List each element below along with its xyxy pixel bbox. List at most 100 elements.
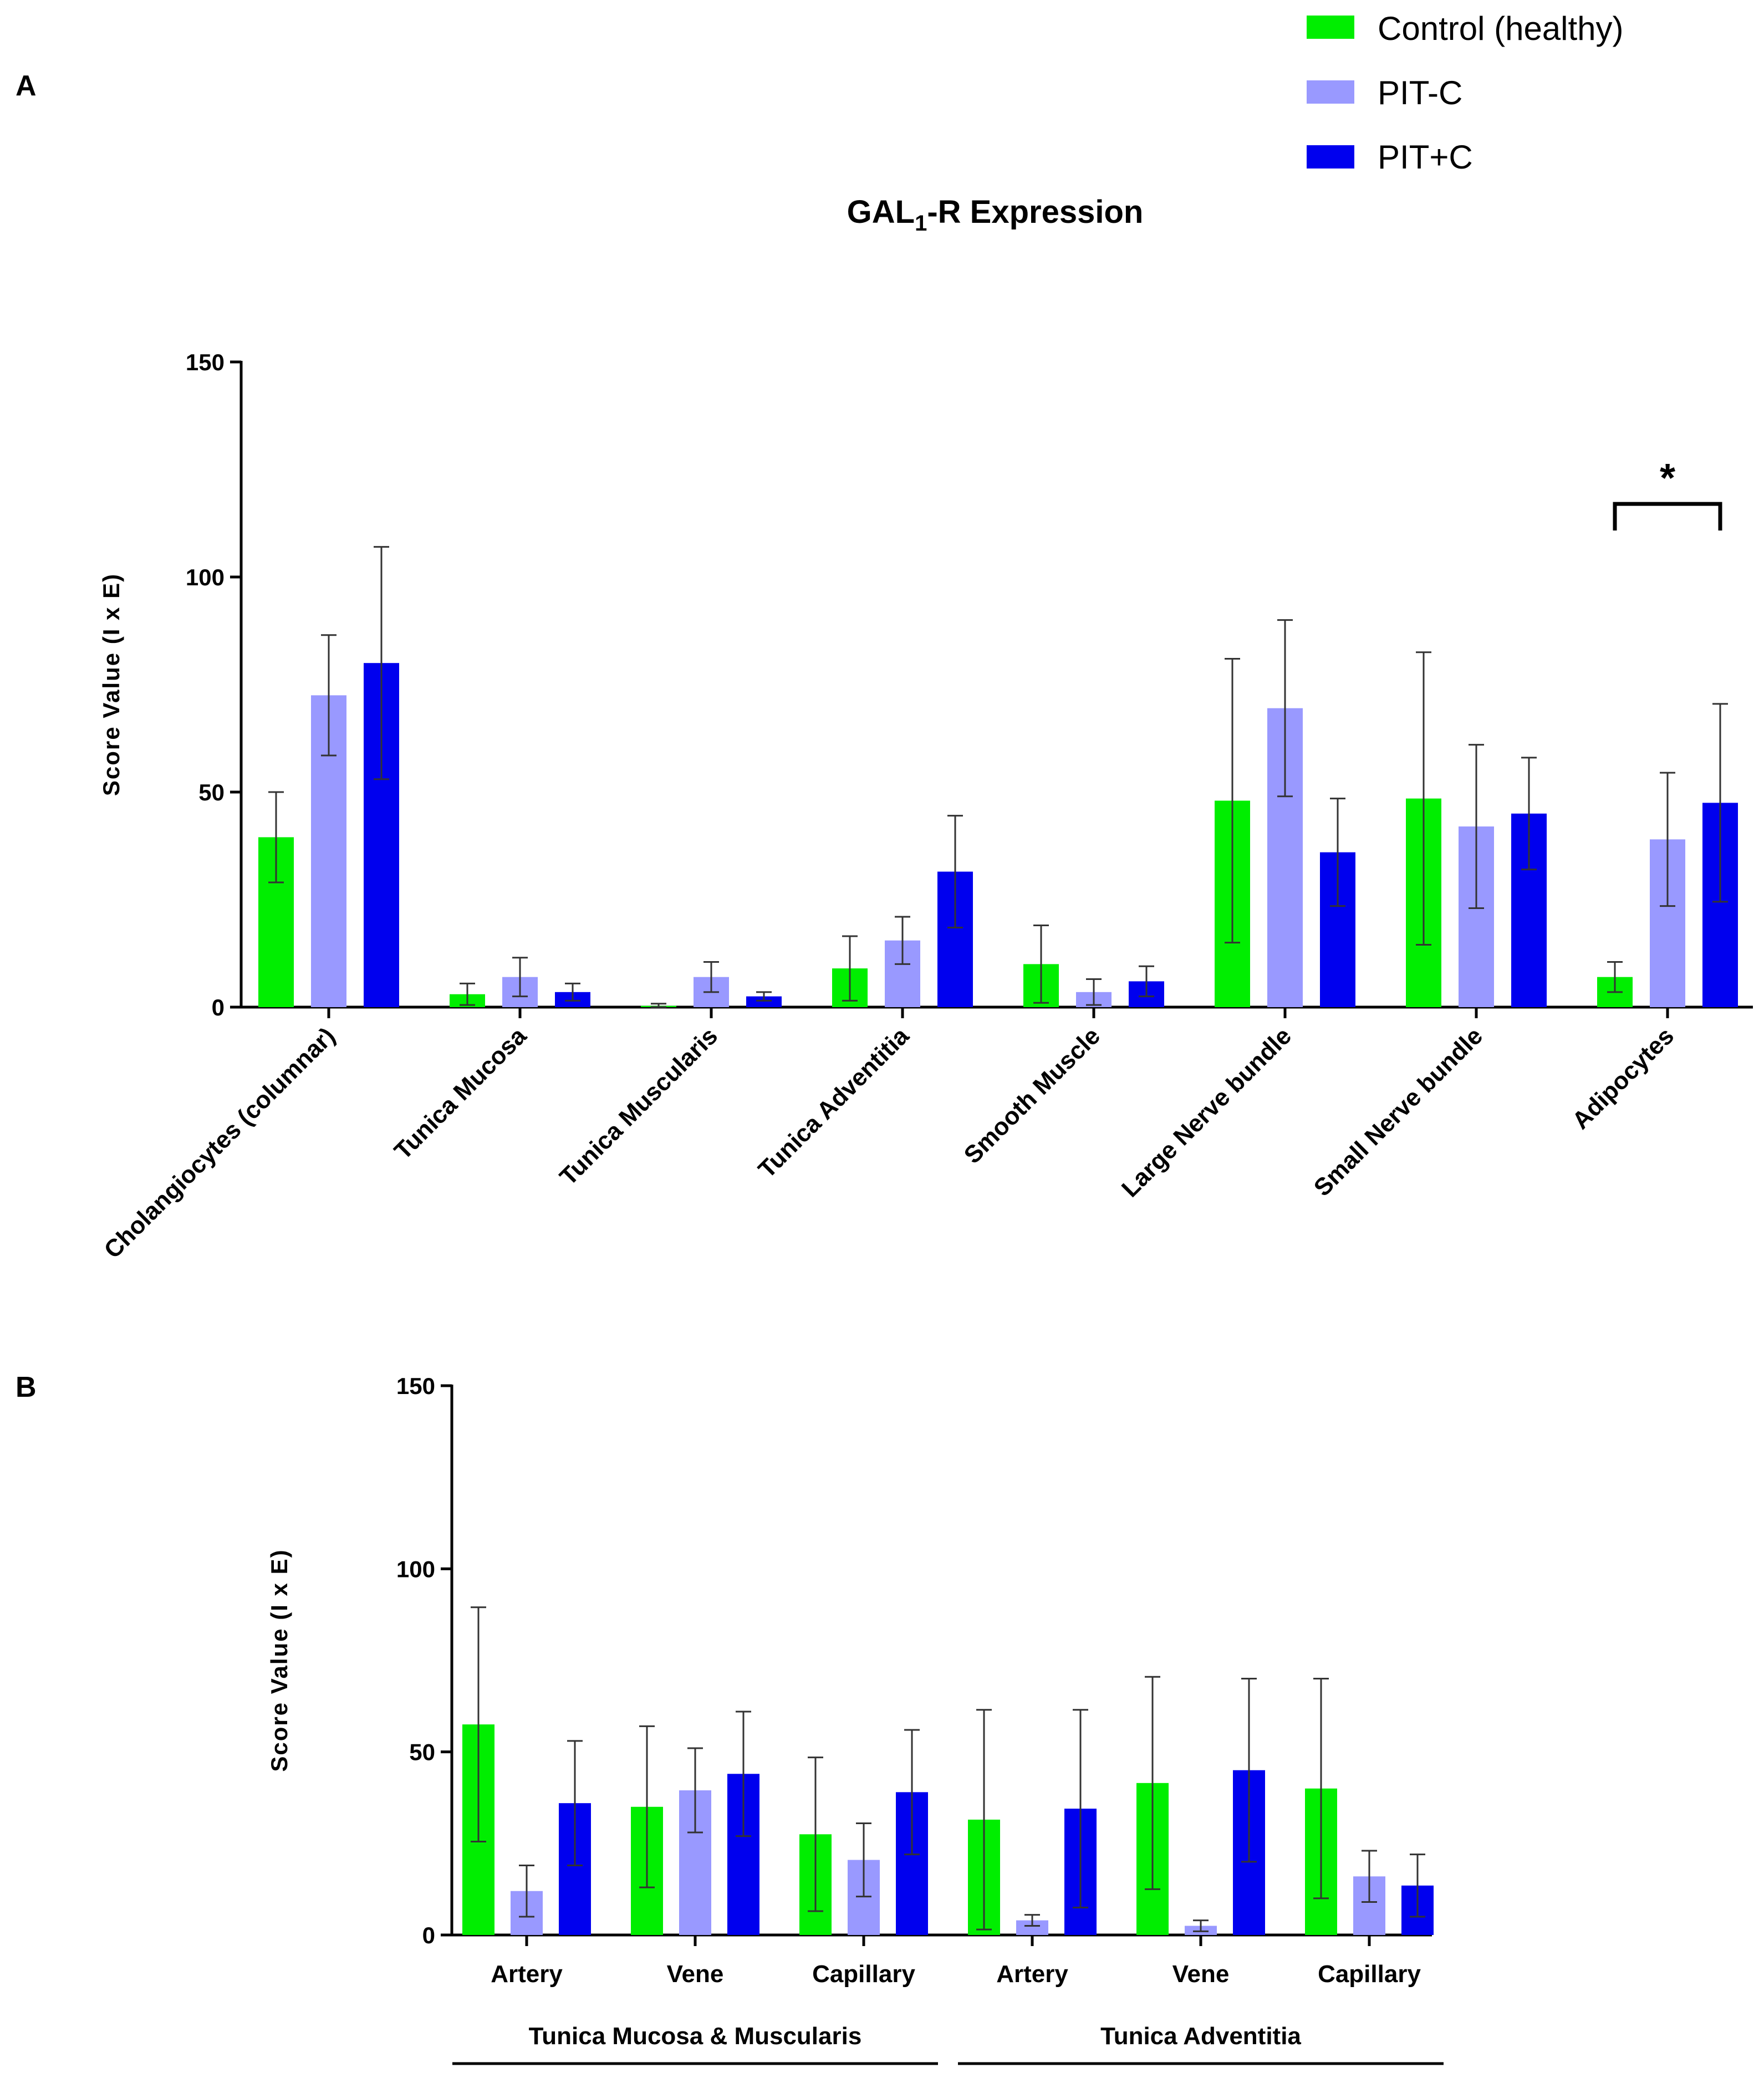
error-bar-control-healthy: [268, 791, 284, 884]
error-bar-pit-c: [1193, 1919, 1209, 1932]
error-bar-pit-c: [567, 1740, 583, 1866]
y-tick-label: 150: [186, 349, 225, 375]
error-bar-pit-c: [1086, 978, 1102, 1006]
error-bar-pit-c: [1241, 1678, 1257, 1863]
panel-a-plot: 0 50 100 150 Score Value (I x E) Cholangiocyt…: [98, 349, 1753, 1264]
error-bar-pit-c: [1521, 757, 1537, 871]
error-bar-control-healthy: [471, 1606, 486, 1843]
x-tick-label: Artery: [996, 1960, 1068, 1988]
error-bar-pit-c: [1024, 1914, 1040, 1927]
error-bar-control-healthy: [1607, 961, 1623, 993]
panel-b-plot: 0 50 100 150 Score Value (I x E) Artery Vene Ca…: [266, 1373, 1444, 2065]
y-tick-label: 0: [212, 994, 225, 1020]
bar-pit-c: [746, 996, 782, 1007]
y-tick-label: 100: [396, 1556, 435, 1582]
legend-label-control: Control (healthy): [1378, 10, 1624, 47]
error-bar-pit-c: [1330, 798, 1345, 907]
x-tick-label: Artery: [491, 1960, 563, 1988]
x-tick-label: Tunica Adventitia: [753, 1022, 915, 1183]
category-capillary: [1305, 1678, 1434, 1935]
error-bar-pit-c: [321, 634, 337, 757]
category-artery: [968, 1709, 1097, 1935]
legend-item-control: Control (healthy): [1307, 10, 1624, 47]
y-tick-label: 0: [422, 1922, 435, 1948]
legend-swatch-control: [1307, 16, 1354, 39]
error-bar-pit-c: [512, 957, 528, 998]
category-artery: [462, 1606, 591, 1935]
error-bar-control-healthy: [1225, 657, 1240, 944]
category-tunica-mucosa: [450, 957, 590, 1007]
y-tick-label: 50: [198, 779, 225, 805]
error-bar-control-healthy: [1033, 925, 1049, 1004]
error-bar-pit-c: [519, 1864, 534, 1918]
panel-b-letter: B: [16, 1371, 37, 1403]
error-bar-pit-c: [1362, 1850, 1377, 1903]
panel-a-letter: A: [16, 70, 37, 102]
category-adipocytes: [1597, 703, 1738, 1007]
error-bar-pit-c: [687, 1747, 703, 1834]
error-bar-pit-c: [895, 916, 910, 965]
error-bar-pit-c: [904, 1729, 920, 1856]
category-capillary: [799, 1729, 928, 1935]
legend-label-pit-minus-c: PIT-C: [1378, 74, 1462, 111]
error-bar-control-healthy: [1145, 1676, 1160, 1890]
y-axis-label: Score Value (I x E): [98, 573, 124, 796]
category-vene: [1136, 1676, 1265, 1935]
x-tick-label: Tunica Mucosa: [389, 1022, 532, 1165]
error-bar-pit-c: [1277, 619, 1293, 798]
error-bar-control-healthy: [808, 1757, 823, 1912]
x-tick-label: Large Nerve bundle: [1116, 1022, 1297, 1202]
legend-label-pit-plus-c: PIT+C: [1378, 139, 1473, 176]
significance-star: *: [1660, 456, 1675, 501]
error-bar-control-healthy: [1416, 651, 1431, 946]
panel-a: A GAL1-R Expression 0 50 100 150 Score Value…: [16, 70, 1753, 1264]
x-tick-label: Vene: [667, 1960, 724, 1988]
error-bar-pit-c: [374, 546, 389, 780]
error-bar-pit-c: [1073, 1709, 1088, 1908]
error-bar-pit-c: [1410, 1854, 1425, 1918]
error-bar-pit-c: [856, 1822, 871, 1898]
y-tick-label: 150: [396, 1373, 435, 1399]
error-bar-control-healthy: [651, 1003, 666, 1008]
category-vene: [631, 1711, 759, 1935]
x-tick-label: Adipocytes: [1567, 1022, 1679, 1134]
x-tick-label: Capillary: [1318, 1960, 1421, 1988]
error-bar-pit-c: [1139, 965, 1154, 998]
error-bar-pit-c: [1469, 744, 1484, 910]
error-bar-pit-c: [703, 961, 719, 993]
x-tick-label: Cholangiocytes (columnar): [99, 1022, 340, 1264]
significance-annotation: *: [1613, 456, 1722, 531]
x-tick-label: Smooth Muscle: [959, 1022, 1106, 1169]
category-tunica-muscularis: [641, 961, 782, 1008]
x-tick-label: Tunica Muscularis: [554, 1022, 723, 1191]
group-tunica-adventitia: Tunica Adventitia: [958, 2023, 1444, 2065]
error-bar-control-healthy: [976, 1709, 992, 1931]
error-bar-control-healthy: [460, 982, 475, 1006]
group-label: Tunica Mucosa & Muscularis: [529, 2023, 862, 2050]
y-axis-label: Score Value (I x E): [266, 1549, 292, 1771]
x-tick-label: Vene: [1172, 1960, 1230, 1988]
legend-item-pit-plus-c: PIT+C: [1307, 139, 1473, 176]
error-bar-pit-c: [736, 1711, 751, 1837]
error-bar-control-healthy: [639, 1725, 655, 1888]
legend: Control (healthy) PIT-C PIT+C: [1307, 10, 1624, 176]
category-cholangiocytes-columnar: [258, 546, 399, 1007]
category-tunica-adventitia: [832, 815, 973, 1007]
y-tick-label: 100: [186, 564, 225, 590]
error-bar-pit-c: [1712, 703, 1728, 903]
category-smooth-muscle: [1023, 925, 1164, 1007]
group-label: Tunica Adventitia: [1100, 2023, 1301, 2050]
group-tunica-mucosa-muscularis: Tunica Mucosa & Muscularis: [452, 2023, 938, 2065]
legend-item-pit-minus-c: PIT-C: [1307, 74, 1462, 111]
error-bar-pit-c: [947, 815, 963, 928]
error-bar-control-healthy: [1313, 1678, 1329, 1900]
chart-title: GAL1-R Expression: [847, 194, 1144, 236]
error-bar-pit-c: [1660, 772, 1675, 907]
y-tick-label: 50: [409, 1739, 435, 1765]
error-bar-control-healthy: [842, 935, 858, 1002]
error-bar-pit-c: [565, 982, 580, 1002]
category-small-nerve-bundle: [1406, 651, 1547, 1007]
panel-b: B 0 50 100 150 Score Value (I x E) Artery Vene…: [16, 1371, 1444, 2065]
legend-swatch-pit-minus-c: [1307, 80, 1354, 104]
